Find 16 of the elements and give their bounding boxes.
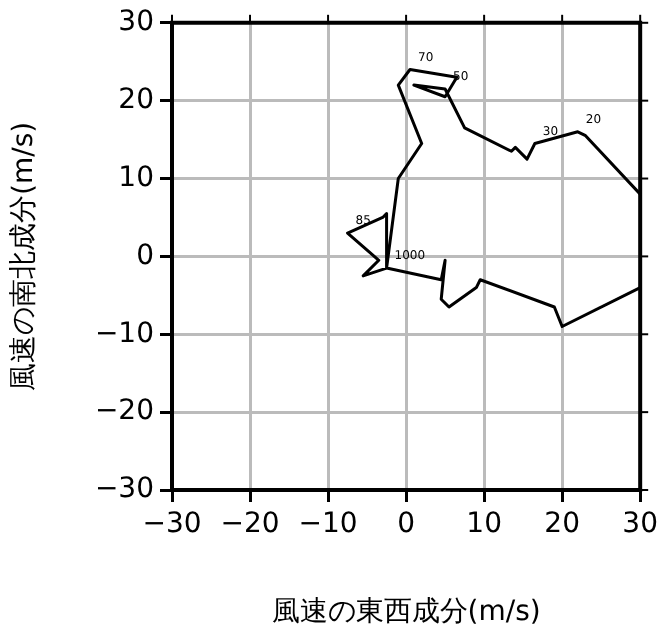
x-axis-title: 風速の東西成分(m/s) — [271, 596, 541, 629]
y-tick-label: 30 — [118, 6, 154, 39]
y-tick-label: 0 — [136, 239, 154, 272]
x-tick-label: 0 — [397, 508, 416, 541]
y-tick-label: 20 — [118, 83, 154, 116]
y-tick-label: −20 — [94, 395, 154, 428]
y-tick-label: 10 — [118, 161, 154, 194]
y-axis-title: 風速の南北成分(m/s) — [8, 121, 41, 391]
x-tick-label: 30 — [622, 508, 659, 541]
x-tick-label: −30 — [142, 508, 202, 541]
x-tick-label: 10 — [466, 508, 502, 541]
y-tick-label: −30 — [94, 473, 154, 506]
x-tick-label: 20 — [544, 508, 580, 541]
x-tick-label: −10 — [298, 508, 358, 541]
x-tick-label: −20 — [220, 508, 280, 541]
y-tick-label: −10 — [94, 317, 154, 350]
